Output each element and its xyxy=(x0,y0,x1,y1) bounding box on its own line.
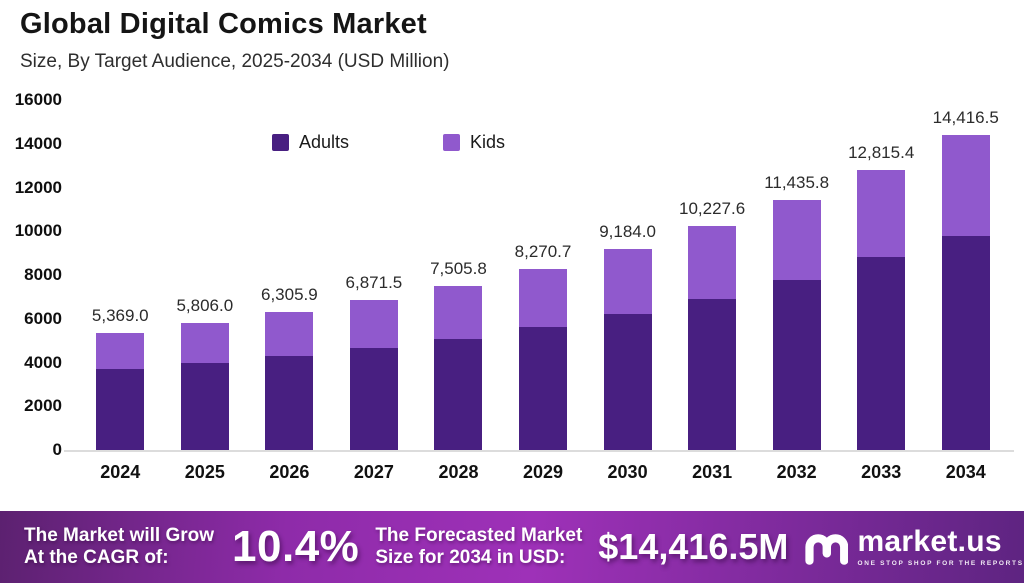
bar-group-2033: 12,815.4 xyxy=(839,100,924,450)
bar-segment-adults-2027[interactable] xyxy=(349,347,398,450)
brand-text: market.us ONE STOP SHOP FOR THE REPORTS xyxy=(857,525,1024,568)
page-title: Global Digital Comics Market xyxy=(20,8,427,40)
cagr-label-line2: At the CAGR of: xyxy=(24,547,169,568)
bar-group-2024: 5,369.0 xyxy=(78,100,163,450)
forecast-label-line2: Size for 2034 in USD: xyxy=(375,547,566,568)
y-axis-tick-2000: 2000 xyxy=(24,396,62,416)
bar-group-2026: 6,305.9 xyxy=(247,100,332,450)
y-axis-tick-6000: 6000 xyxy=(24,308,62,328)
bar-segment-kids-2028[interactable] xyxy=(434,285,483,339)
footer-banner: The Market will Grow At the CAGR of: 10.… xyxy=(0,511,1024,583)
cagr-value: 10.4% xyxy=(232,522,360,571)
bar-total-label-2027: 6,871.5 xyxy=(345,272,403,292)
bar-segment-adults-2024[interactable] xyxy=(96,369,145,450)
x-axis-label-2034: 2034 xyxy=(945,462,986,482)
bar-segment-adults-2031[interactable] xyxy=(688,298,737,450)
x-axis-label-2028: 2028 xyxy=(438,462,479,482)
y-axis: 0 2000 4000 6000 8000 10000 12000 14000 16000 xyxy=(0,90,62,459)
bar-segment-kids-2025[interactable] xyxy=(180,323,229,363)
x-axis-label-2030: 2030 xyxy=(607,462,648,482)
bar-total-label-2024: 5,369.0 xyxy=(91,305,149,325)
bar-group-2027: 6,871.5 xyxy=(332,100,417,450)
bar-segment-adults-2026[interactable] xyxy=(265,355,314,450)
y-axis-tick-12000: 12000 xyxy=(14,177,62,197)
plot-area: 5,369.0 5,806.0 6,305.9 6,871.5 7,505.8 8,270… xyxy=(78,100,1008,450)
x-axis-label-2024: 2024 xyxy=(100,462,141,482)
legend-swatch-adults-icon xyxy=(272,134,289,151)
market-us-mark-icon xyxy=(805,534,849,565)
bar-segment-adults-2029[interactable] xyxy=(519,327,567,450)
legend-label-kids: Kids xyxy=(470,132,506,152)
bar-total-label-2025: 5,806.0 xyxy=(176,296,234,315)
bar-group-2032: 11,435.8 xyxy=(754,100,839,450)
legend-label-adults: Adults xyxy=(299,132,350,152)
bar-group-2029: 8,270.7 xyxy=(501,100,586,450)
bar-total-label-2033: 12,815.4 xyxy=(848,142,915,162)
y-axis-tick-16000: 16000 xyxy=(14,90,62,109)
legend-item-kids[interactable]: Kids xyxy=(443,132,505,153)
x-axis: 2024 2025 2026 2027 2028 2029 2030 2031 2032 2033… xyxy=(78,462,1008,483)
bar-total-label-2031: 10,227.6 xyxy=(679,199,746,219)
bar-segment-adults-2034[interactable] xyxy=(941,235,990,450)
forecast-value: $14,416.5M xyxy=(598,526,789,567)
bar-total-label-2026: 6,305.9 xyxy=(261,285,318,305)
x-axis-label-2029: 2029 xyxy=(522,462,564,482)
x-axis-label-2026: 2026 xyxy=(269,462,310,482)
x-axis-label-2032: 2032 xyxy=(776,462,817,482)
bar-total-label-2034: 14,416.5 xyxy=(932,107,999,127)
brand-logo[interactable]: market.us ONE STOP SHOP FOR THE REPORTS xyxy=(802,526,1023,568)
bar-segment-adults-2032[interactable] xyxy=(772,279,821,450)
x-axis-label-2025: 2025 xyxy=(184,462,225,482)
cagr-label-line1: The Market will Grow xyxy=(24,524,215,546)
bar-group-2025: 5,806.0 xyxy=(163,100,248,450)
chart-subtitle: Size, By Target Audience, 2025-2034 (USD… xyxy=(20,51,450,72)
bar-segment-kids-2024[interactable] xyxy=(96,332,145,370)
legend-item-adults[interactable]: Adults xyxy=(272,132,349,153)
bar-segment-adults-2028[interactable] xyxy=(434,338,483,450)
chart-header: Global Digital Comics Market Size, By Ta… xyxy=(20,8,450,73)
bar-total-label-2032: 11,435.8 xyxy=(764,172,830,192)
bar-total-label-2029: 8,270.7 xyxy=(514,242,572,262)
bar-segment-kids-2033[interactable] xyxy=(857,169,906,258)
y-axis-tick-0: 0 xyxy=(52,440,62,459)
bar-segment-kids-2032[interactable] xyxy=(772,199,821,280)
x-axis-label-2031: 2031 xyxy=(692,462,733,482)
forecast-label-line1: The Forecasted Market xyxy=(375,524,583,546)
bar-segment-kids-2030[interactable] xyxy=(603,249,652,314)
x-axis-label-2033: 2033 xyxy=(861,462,902,482)
brand-tagline: ONE STOP SHOP FOR THE REPORTS xyxy=(857,560,1024,567)
bar-segment-adults-2025[interactable] xyxy=(180,362,229,450)
y-axis-tick-14000: 14000 xyxy=(14,133,62,153)
x-axis-label-2027: 2027 xyxy=(353,462,394,482)
bar-group-2034: 14,416.5 xyxy=(923,100,1008,450)
bar-segment-kids-2026[interactable] xyxy=(265,312,314,356)
bar-segment-kids-2029[interactable] xyxy=(519,269,567,328)
legend: Adults Kids xyxy=(272,132,505,153)
y-axis-tick-4000: 4000 xyxy=(24,352,62,372)
bar-segment-kids-2027[interactable] xyxy=(349,299,398,348)
bar-group-2028: 7,505.8 xyxy=(416,100,501,450)
y-axis-tick-10000: 10000 xyxy=(14,221,62,241)
bar-segment-adults-2030[interactable] xyxy=(603,313,652,450)
legend-swatch-kids-icon xyxy=(443,134,461,151)
brand-name: market.us xyxy=(857,525,1002,558)
bar-segment-kids-2031[interactable] xyxy=(688,226,737,299)
x-axis-line xyxy=(64,450,1014,452)
bar-group-2031: 10,227.6 xyxy=(670,100,755,450)
bar-total-label-2028: 7,505.8 xyxy=(430,258,487,278)
bar-group-2030: 9,184.0 xyxy=(585,100,670,450)
bar-segment-adults-2033[interactable] xyxy=(857,257,906,450)
bar-segment-kids-2034[interactable] xyxy=(941,134,990,236)
y-axis-tick-8000: 8000 xyxy=(24,265,62,284)
cagr-label: The Market will Grow At the CAGR of: xyxy=(24,525,214,570)
bar-total-label-2030: 9,184.0 xyxy=(599,222,656,242)
forecast-label: The Forecasted Market Size for 2034 in U… xyxy=(375,525,582,570)
